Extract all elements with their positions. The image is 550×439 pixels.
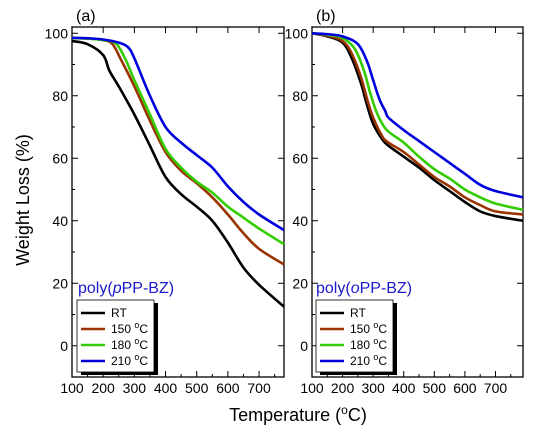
- legend-label-b-3: 210 oC: [350, 352, 387, 368]
- series-lines-b: [311, 31, 524, 223]
- series-line-a-3: [71, 36, 285, 232]
- x-tick-label-b-6: 700: [484, 380, 508, 396]
- x-tick-label-b-2: 300: [361, 380, 385, 396]
- x-tick-label-a-6: 700: [247, 380, 271, 396]
- x-tick-label-b-1: 200: [331, 380, 355, 396]
- x-tick-label-a-0: 100: [60, 380, 84, 396]
- plot-frame-b: [311, 26, 524, 378]
- series-line-a-1: [71, 36, 285, 266]
- sample-label-b: poly(oPP-BZ): [316, 280, 412, 297]
- x-axis-title: Temperature (oC): [229, 403, 367, 425]
- y-tick-label-b-0: 0: [300, 338, 308, 354]
- y-tick-label-b-5: 100: [285, 25, 309, 41]
- y-tick-label-a-5: 100: [45, 25, 69, 41]
- x-tick-label-b-4: 500: [423, 380, 447, 396]
- sample-label-a: poly(pPP-BZ): [78, 280, 174, 297]
- ticks-a: 100 200 300 400 500 600 700 0 20 40 60 80 100: [45, 25, 284, 396]
- y-tick-label-b-4: 80: [292, 88, 308, 104]
- y-tick-label-a-3: 60: [52, 150, 68, 166]
- x-tick-label-a-2: 300: [123, 380, 147, 396]
- y-tick-label-b-2: 40: [292, 213, 308, 229]
- y-tick-label-a-2: 40: [52, 213, 68, 229]
- series-line-a-0: [71, 39, 285, 308]
- plot-frame-a: [71, 26, 285, 378]
- y-axis-title: Weight Loss (%): [13, 134, 33, 266]
- x-tick-label-b-3: 400: [392, 380, 416, 396]
- panel-label-b: (b): [316, 8, 336, 25]
- x-tick-label-a-4: 500: [185, 380, 209, 396]
- y-tick-label-a-1: 20: [52, 275, 68, 291]
- x-tick-label-b-0: 100: [300, 380, 324, 396]
- x-tick-label-b-5: 600: [453, 380, 477, 396]
- y-tick-label-a-0: 0: [60, 338, 68, 354]
- legend-label-b-0: RT: [350, 306, 366, 320]
- series-line-b-3: [311, 31, 524, 199]
- legend-label-b-1: 150 oC: [350, 320, 387, 336]
- panel-label-a: (a): [76, 8, 96, 25]
- legend-label-a-1: 150 oC: [111, 320, 148, 336]
- legend-label-a-0: RT: [111, 306, 127, 320]
- y-tick-label-b-3: 60: [292, 150, 308, 166]
- y-tick-label-a-4: 80: [52, 88, 68, 104]
- series-line-b-2: [311, 31, 524, 212]
- legend-label-a-3: 210 oC: [111, 352, 148, 368]
- legend-label-b-2: 180 oC: [350, 336, 387, 352]
- legend-label-a-2: 180 oC: [111, 336, 148, 352]
- series-line-b-0: [311, 31, 524, 223]
- y-tick-label-b-1: 20: [292, 275, 308, 291]
- series-lines-a: [71, 36, 285, 308]
- series-line-b-1: [311, 31, 524, 216]
- x-tick-label-a-3: 400: [154, 380, 178, 396]
- x-tick-label-a-1: 200: [91, 380, 115, 396]
- panel-a: 100 200 300 400 500 600 700 0 20 40 60 80 100 (a) po…: [45, 8, 285, 396]
- panel-b: 100 200 300 400 500 600 700 0 20 40 60 80 100 (b) po…: [285, 8, 524, 396]
- x-tick-label-a-5: 600: [216, 380, 240, 396]
